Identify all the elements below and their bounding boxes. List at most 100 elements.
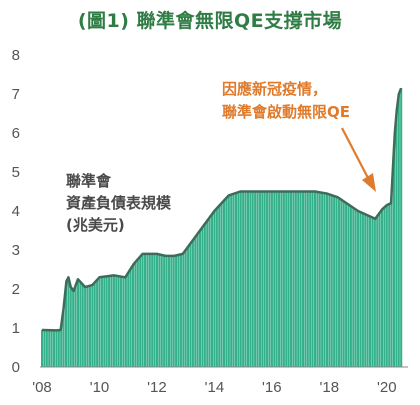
monthly-bar	[261, 191, 264, 367]
monthly-bar	[278, 191, 281, 367]
monthly-bar	[237, 192, 240, 367]
monthly-bar	[263, 191, 266, 367]
monthly-bar	[74, 285, 77, 367]
monthly-bar	[201, 227, 204, 367]
monthly-bar	[275, 191, 278, 367]
y-tick-labels: 0 1 2 3 4 5 6 7 8	[12, 47, 20, 376]
monthly-bar	[225, 198, 228, 367]
monthly-bar	[52, 330, 56, 367]
monthly-bar	[96, 279, 99, 367]
monthly-bar	[280, 191, 283, 367]
x-tick-label: '14	[205, 379, 225, 396]
x-tick-label: '08	[32, 379, 52, 396]
monthly-bar	[100, 276, 103, 367]
monthly-bar	[194, 237, 197, 367]
monthly-bar	[84, 287, 87, 367]
monthly-bar	[220, 203, 223, 367]
monthly-bar	[72, 290, 75, 367]
y-tick-label: 5	[12, 164, 20, 181]
monthly-bar	[43, 330, 46, 367]
monthly-bar	[352, 207, 355, 367]
monthly-bar	[160, 254, 163, 367]
monthly-bar	[258, 191, 261, 367]
monthly-bar	[345, 202, 348, 367]
monthly-bar	[110, 275, 113, 367]
monthly-bar	[134, 262, 137, 367]
monthly-bar	[91, 285, 94, 367]
monthly-bar	[158, 254, 161, 367]
monthly-bar	[112, 275, 115, 367]
monthly-bar	[227, 195, 230, 367]
y-tick-label: 1	[12, 320, 20, 337]
monthly-bar	[239, 191, 242, 367]
y-tick-label: 7	[12, 86, 20, 103]
monthly-bar	[311, 191, 314, 367]
monthly-bar	[388, 204, 391, 367]
x-tick-labels: '08 '10 '12 '14 '16 '18 '20	[32, 379, 396, 396]
monthly-bar	[165, 255, 168, 367]
monthly-bar	[244, 191, 247, 367]
text-line: 聯準會啟動無限QE	[222, 103, 350, 121]
annotation-text: 因應新冠疫情， 聯準會啟動無限QE	[222, 80, 350, 121]
monthly-bar	[120, 276, 123, 367]
text-line: 聯準會	[66, 172, 112, 190]
monthly-bar	[254, 191, 257, 367]
monthly-bar	[270, 191, 273, 367]
monthly-bar	[218, 205, 221, 367]
monthly-bar	[383, 207, 386, 367]
monthly-bar	[285, 191, 288, 367]
monthly-bar	[376, 216, 379, 367]
monthly-bar	[266, 191, 269, 367]
monthly-bar	[392, 149, 396, 367]
monthly-bar	[328, 194, 331, 367]
monthly-bar	[148, 253, 151, 367]
monthly-bar	[187, 246, 190, 367]
monthly-bar	[304, 191, 307, 367]
monthly-bar	[153, 253, 156, 367]
monthly-bar	[342, 201, 345, 367]
monthly-bar	[301, 191, 305, 367]
monthly-bar	[294, 191, 297, 367]
monthly-bar	[45, 330, 48, 367]
monthly-bar	[313, 191, 317, 367]
monthly-bar	[155, 253, 159, 367]
monthly-bar	[251, 191, 254, 367]
monthly-bar	[129, 268, 132, 367]
monthly-bar	[371, 217, 374, 367]
x-tick-label: '10	[90, 379, 110, 396]
monthly-bar	[81, 284, 84, 367]
monthly-bar	[385, 205, 388, 367]
monthly-bar	[309, 191, 312, 367]
monthly-bar	[335, 196, 338, 367]
monthly-bar	[76, 279, 80, 367]
monthly-bar	[318, 192, 321, 367]
monthly-bar	[215, 208, 218, 367]
y-tick-label: 3	[12, 242, 20, 259]
monthly-bar	[256, 191, 259, 367]
monthly-bar	[98, 277, 101, 367]
monthly-bar	[105, 276, 108, 367]
monthly-bar	[323, 193, 326, 367]
monthly-bar	[357, 211, 360, 367]
monthly-bar	[208, 217, 211, 367]
monthly-bar	[206, 220, 209, 367]
monthly-bar	[369, 216, 372, 367]
monthly-bar	[184, 250, 187, 367]
monthly-bar	[273, 191, 276, 367]
monthly-bar	[141, 253, 144, 367]
monthly-bar	[115, 275, 118, 367]
monthly-bar	[139, 256, 142, 367]
y-tick-label: 8	[12, 47, 20, 64]
monthly-bar	[268, 191, 271, 367]
monthly-bar	[175, 255, 178, 367]
monthly-bar	[325, 193, 329, 367]
text-line: 資產負債表規模	[66, 194, 172, 212]
monthly-bar	[364, 214, 367, 367]
annotation-arrowhead	[362, 173, 376, 192]
monthly-bar	[213, 211, 216, 367]
monthly-bar	[131, 265, 135, 367]
monthly-bar	[88, 285, 91, 367]
x-tick-label: '18	[320, 379, 340, 396]
monthly-bar	[203, 224, 206, 367]
monthly-bar	[316, 191, 319, 367]
